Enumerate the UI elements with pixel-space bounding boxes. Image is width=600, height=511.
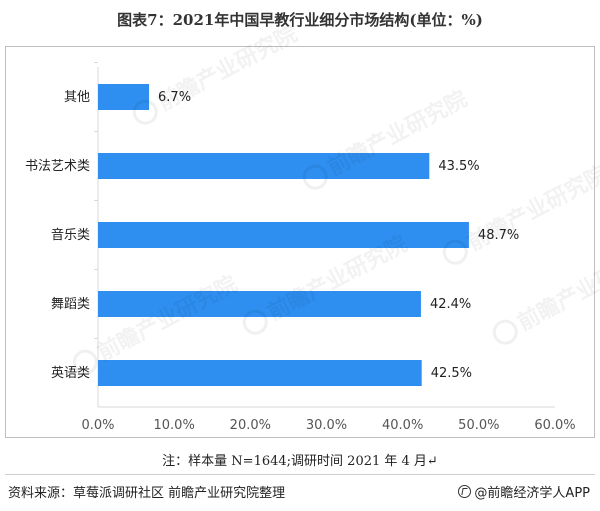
value-label: 42.5%: [431, 366, 472, 381]
x-tick-label: 40.0%: [382, 418, 423, 433]
footer-divider: [5, 474, 595, 475]
x-tick-label: 10.0%: [154, 418, 195, 433]
x-tick-label: 50.0%: [458, 418, 499, 433]
value-label: 48.7%: [478, 228, 519, 243]
category-label: 音乐类: [51, 227, 90, 243]
category-label: 其他: [64, 90, 90, 105]
value-label: 43.5%: [438, 159, 479, 174]
category-label: 书法艺术类: [25, 159, 90, 174]
bar-chart: 其他 6.7% 书法艺术类 43.5% 音乐类 48.7% 舞蹈类 42.4% 英语类 42.5%…: [25, 62, 576, 433]
value-label: 42.4%: [430, 297, 471, 312]
bar: [98, 84, 150, 110]
category-label: 舞蹈类: [51, 297, 90, 312]
source-text: 资料来源：草莓派调研社区 前瞻产业研究院整理: [8, 486, 286, 501]
sample-note: 注：样本量 N=1644;调研时间 2021 年 4 月↵: [162, 454, 438, 469]
bar: [98, 222, 469, 248]
chart-title: 图表7：2021年中国早教行业细分市场结构(单位：%): [117, 11, 483, 29]
brand-logo-icon: [458, 485, 472, 498]
brand-text: @前瞻经济学人APP: [474, 486, 590, 501]
value-label: 6.7%: [158, 90, 191, 105]
x-tick-label: 60.0%: [534, 418, 575, 433]
category-label: 英语类: [51, 366, 90, 381]
x-tick-label: 20.0%: [230, 418, 271, 433]
bar: [98, 153, 430, 179]
bar: [98, 360, 422, 386]
x-tick-label: 0.0%: [81, 418, 114, 433]
brand-credit: @前瞻经济学人APP: [458, 482, 590, 501]
x-tick-label: 30.0%: [306, 418, 347, 433]
chart-frame: 其他 6.7% 书法艺术类 43.5% 音乐类 48.7% 舞蹈类 42.4% 英语类 42.5%…: [5, 46, 595, 438]
bar: [98, 291, 421, 317]
